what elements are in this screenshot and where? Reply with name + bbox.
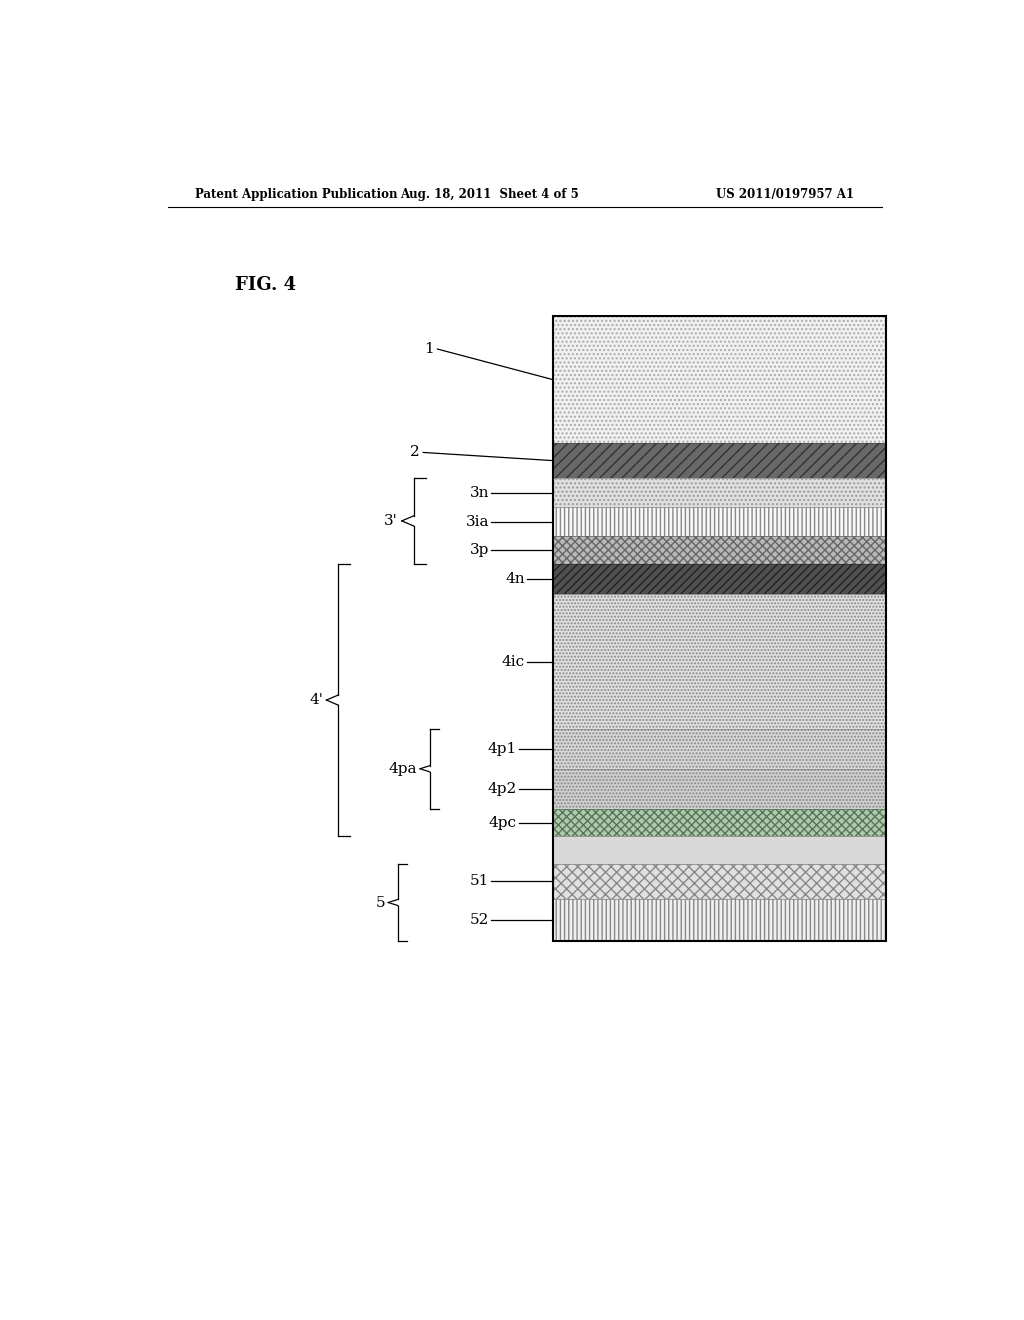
- Bar: [553, 478, 886, 507]
- Text: 4pa: 4pa: [388, 762, 417, 776]
- Bar: [553, 837, 886, 865]
- Text: 4p1: 4p1: [487, 742, 517, 756]
- Bar: [553, 729, 886, 768]
- Text: 4n: 4n: [505, 572, 524, 586]
- Bar: [553, 594, 886, 729]
- Text: 3ia: 3ia: [466, 515, 489, 528]
- Bar: [553, 315, 886, 941]
- Bar: [553, 315, 886, 444]
- Bar: [553, 865, 886, 899]
- Bar: [553, 444, 886, 478]
- Bar: [553, 809, 886, 837]
- Text: Aug. 18, 2011  Sheet 4 of 5: Aug. 18, 2011 Sheet 4 of 5: [399, 189, 579, 202]
- Bar: [553, 536, 886, 564]
- Bar: [553, 837, 886, 865]
- Text: Patent Application Publication: Patent Application Publication: [196, 189, 398, 202]
- Text: 4': 4': [309, 693, 324, 708]
- Bar: [553, 478, 886, 507]
- Bar: [553, 865, 886, 899]
- Text: FIG. 4: FIG. 4: [236, 276, 296, 294]
- Text: 52: 52: [470, 913, 489, 927]
- Bar: [553, 444, 886, 478]
- Bar: [553, 768, 886, 809]
- Text: 3p: 3p: [470, 543, 489, 557]
- Bar: [553, 315, 886, 444]
- Text: 4pc: 4pc: [488, 816, 517, 829]
- Bar: [553, 564, 886, 594]
- Bar: [553, 536, 886, 564]
- Text: US 2011/0197957 A1: US 2011/0197957 A1: [716, 189, 854, 202]
- Text: 4p2: 4p2: [487, 781, 517, 796]
- Bar: [553, 564, 886, 594]
- Text: 5: 5: [376, 895, 385, 909]
- Bar: [553, 809, 886, 837]
- Text: 51: 51: [470, 874, 489, 888]
- Text: 3n: 3n: [470, 486, 489, 499]
- Bar: [553, 507, 886, 536]
- Bar: [553, 729, 886, 768]
- Bar: [553, 507, 886, 536]
- Bar: [553, 899, 886, 941]
- Text: 3': 3': [384, 513, 397, 528]
- Text: 1: 1: [424, 342, 433, 356]
- Text: 2: 2: [410, 445, 419, 459]
- Text: 4ic: 4ic: [502, 655, 524, 668]
- Bar: [553, 768, 886, 809]
- Bar: [553, 899, 886, 941]
- Bar: [553, 594, 886, 729]
